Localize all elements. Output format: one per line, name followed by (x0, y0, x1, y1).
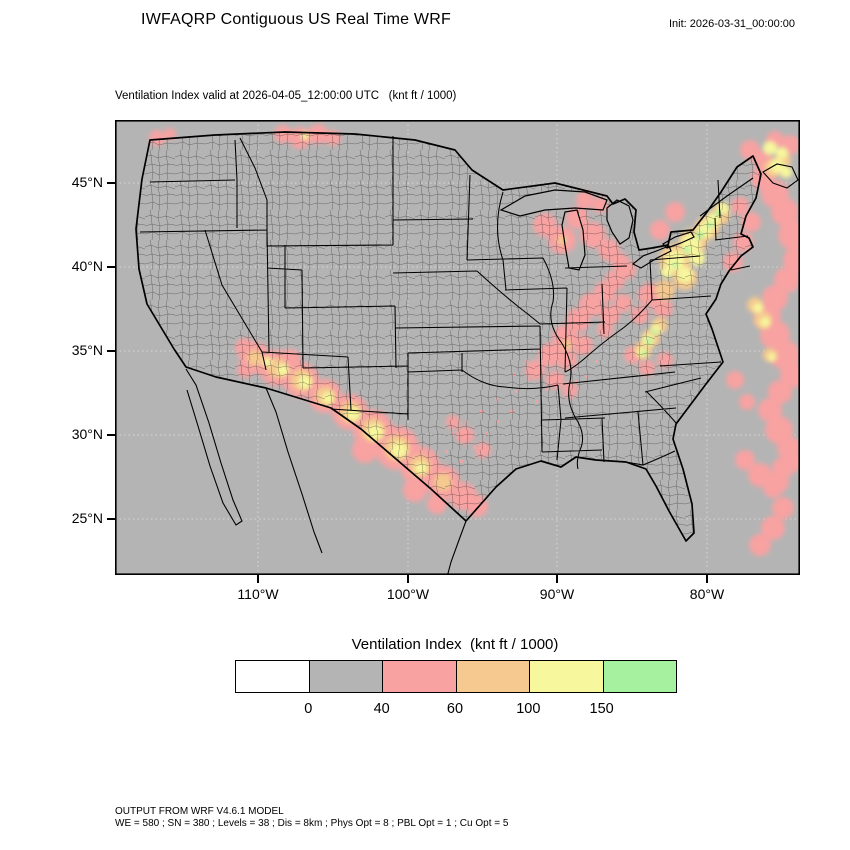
legend-tick-label: 60 (446, 701, 464, 717)
legend-swatch (309, 661, 383, 692)
us-outline (135, 131, 762, 542)
legend-swatch (236, 661, 310, 692)
legend-swatch (603, 661, 676, 692)
state-borders (139, 136, 749, 470)
lon-tick-mark (407, 575, 409, 583)
legend-swatch (383, 661, 457, 692)
legend-title: Ventilation Index (knt ft / 1000) (351, 636, 559, 653)
lat-tick-label: 30°N (71, 426, 103, 442)
valid-time-subtitle: Ventilation Index valid at 2026-04-05_12… (115, 90, 457, 102)
map-frame (115, 120, 800, 575)
lon-tick-label: 90°W (539, 586, 575, 602)
lon-tick-mark (257, 575, 259, 583)
page-title: IWFAQRP Contiguous US Real Time WRF (141, 11, 451, 28)
lat-tick-mark (107, 182, 115, 184)
legend-tick-label: 40 (373, 701, 390, 717)
neighbor-coastlines (185, 163, 799, 575)
model-config-line: WE = 580 ; SN = 380 ; Levels = 38 ; Dis … (115, 818, 509, 829)
lon-tick-mark (706, 575, 708, 583)
legend-tick-label: 0 (304, 701, 313, 717)
legend-tick-label: 100 (516, 701, 541, 717)
lon-tick-label: 80°W (689, 586, 725, 602)
lat-tick-mark (107, 350, 115, 352)
great-lakes (499, 189, 695, 271)
lat-tick-mark (107, 434, 115, 436)
lat-tick-mark (107, 518, 115, 520)
lon-tick-label: 110°W (237, 586, 279, 602)
map-panel (115, 120, 800, 575)
legend-tick-label: 150 (589, 701, 614, 717)
init-time-label: Init: 2026-03-31_00:00:00 (669, 18, 795, 30)
legend-swatch (456, 661, 530, 692)
lat-tick-label: 45°N (71, 174, 103, 190)
model-output-line: OUTPUT FROM WRF V4.6.1 MODEL (115, 806, 284, 817)
lat-tick-mark (107, 266, 115, 268)
lon-tick-mark (556, 575, 558, 583)
legend-ticks: 0 40 60 100 150 (235, 701, 675, 721)
lon-tick-label: 100°W (386, 586, 430, 602)
lat-tick-label: 25°N (71, 510, 103, 526)
legend-swatch (530, 661, 604, 692)
lat-tick-label: 35°N (71, 342, 103, 358)
lat-tick-label: 40°N (71, 258, 103, 274)
map-canvas (115, 120, 800, 575)
legend-colorbar (235, 660, 677, 693)
